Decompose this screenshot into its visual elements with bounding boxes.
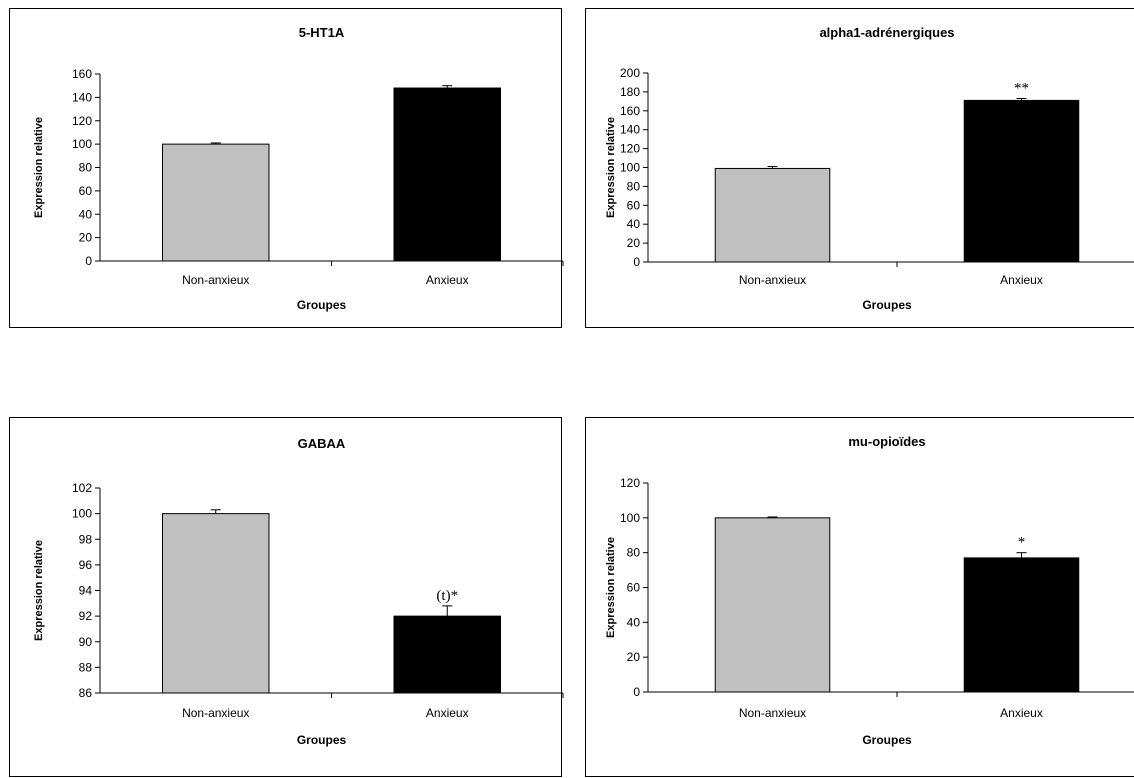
y-tick-label-2: 40: [627, 217, 641, 231]
chart-panel-1: 5-HT1A 0 20 40 60 80 100 120 140 160 Non-anxieux An…: [9, 8, 564, 328]
y-tick-label-2: 200: [620, 66, 640, 80]
chart-title-3: GABAA: [298, 436, 346, 451]
x-axis-title-3: Groupes: [297, 733, 347, 747]
y-tick-label-4: 100: [620, 511, 640, 525]
y-axis-title-3: Expression relative: [33, 540, 45, 641]
y-tick-label-2: 120: [620, 142, 640, 156]
y-tick-label-3: 86: [79, 686, 93, 700]
y-tick-label-4: 120: [620, 476, 640, 490]
y-tick-label-1: 100: [72, 137, 92, 151]
category-label-1-2: Anxieux: [426, 273, 469, 287]
bar-4-2: [963, 557, 1080, 693]
y-tick-label-2: 0: [633, 255, 640, 269]
y-tick-label-2: 140: [620, 123, 640, 137]
bar-2-2: [963, 99, 1080, 263]
y-tick-label-3: 92: [79, 609, 93, 623]
bar-2-1: [714, 167, 831, 263]
y-tick-label-2: 180: [620, 85, 640, 99]
y-tick-label-4: 0: [633, 685, 640, 699]
y-tick-label-3: 100: [72, 507, 92, 521]
y-tick-label-3: 88: [79, 660, 93, 674]
x-axis-title-4: Groupes: [862, 733, 912, 747]
significance-label-2-2: **: [1014, 81, 1029, 97]
y-tick-label-4: 20: [627, 650, 641, 664]
chart-title-4: mu-opioïdes: [848, 434, 925, 449]
y-tick-label-2: 60: [627, 198, 641, 212]
y-tick-label-3: 96: [79, 558, 93, 572]
y-axis-title-2: Expression relative: [605, 117, 617, 218]
y-tick-label-3: 102: [72, 481, 92, 495]
y-tick-label-2: 160: [620, 104, 640, 118]
y-axis-title-4: Expression relative: [605, 537, 617, 638]
chart-title-1: 5-HT1A: [299, 25, 345, 40]
y-tick-label-2: 100: [620, 161, 640, 175]
y-tick-label-2: 20: [627, 236, 641, 250]
bar-1-2: [393, 87, 501, 262]
chart-panel-4: mu-opioïdes 0 20 40 60 80 100 120 Non-anxieux * An…: [585, 417, 1134, 777]
y-tick-label-1: 60: [79, 184, 93, 198]
bar-4-1: [714, 517, 831, 693]
chart-svg-4: mu-opioïdes 0 20 40 60 80 100 120 Non-anxieux * An…: [605, 434, 1134, 747]
y-tick-label-1: 0: [85, 254, 92, 268]
x-axis-title-1: Groupes: [297, 298, 347, 312]
x-axis-title-2: Groupes: [862, 298, 912, 312]
bar-3-1: [162, 513, 270, 694]
chart-svg-3: GABAA 86 88 90 92 94 96 98 100 102 Non-anxieux (t)*…: [33, 436, 564, 747]
significance-label-4-2: *: [1018, 535, 1026, 551]
y-tick-label-3: 94: [79, 584, 93, 598]
y-tick-label-4: 40: [627, 615, 641, 629]
y-tick-label-3: 98: [79, 532, 93, 546]
y-tick-label-1: 160: [72, 67, 92, 81]
chart-svg-1: 5-HT1A 0 20 40 60 80 100 120 140 160 Non-anxieux An…: [33, 25, 564, 312]
y-tick-label-2: 80: [627, 179, 641, 193]
y-tick-label-4: 60: [627, 581, 641, 595]
y-tick-label-4: 80: [627, 546, 641, 560]
chart-title-2: alpha1-adrénergiques: [819, 25, 954, 40]
y-tick-label-1: 80: [79, 161, 93, 175]
category-label-1-1: Non-anxieux: [182, 273, 249, 287]
bar-1-1: [162, 143, 270, 262]
category-label-4-1: Non-anxieux: [739, 706, 806, 720]
y-tick-label-3: 90: [79, 635, 93, 649]
category-label-3-2: Anxieux: [426, 706, 469, 720]
category-label-3-1: Non-anxieux: [182, 706, 249, 720]
chart-svg-2: alpha1-adrénergiques 0 20 40 60 80 100 120 140 16…: [605, 25, 1134, 312]
y-tick-label-1: 20: [79, 231, 93, 245]
y-tick-label-1: 40: [79, 207, 93, 221]
y-tick-label-1: 120: [72, 114, 92, 128]
category-label-2-1: Non-anxieux: [739, 273, 806, 287]
y-axis-title-1: Expression relative: [33, 117, 45, 218]
y-tick-label-1: 140: [72, 90, 92, 104]
category-label-4-2: Anxieux: [1000, 706, 1043, 720]
significance-label-3-2: (t)*: [436, 588, 458, 604]
bar-3-2: [393, 615, 501, 694]
category-label-2-2: Anxieux: [1000, 273, 1043, 287]
chart-panel-2: alpha1-adrénergiques 0 20 40 60 80 100 120 140 16…: [585, 8, 1134, 328]
chart-panel-3: GABAA 86 88 90 92 94 96 98 100 102 Non-anxieux (t)*…: [9, 417, 564, 777]
